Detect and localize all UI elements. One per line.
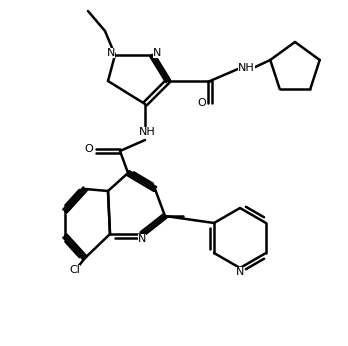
Text: N: N [138, 234, 146, 244]
Text: O: O [198, 98, 206, 108]
Text: O: O [85, 144, 93, 154]
Text: Cl: Cl [70, 265, 80, 275]
Text: NH: NH [238, 63, 255, 73]
Text: N: N [153, 48, 161, 58]
Text: N: N [107, 48, 115, 58]
Text: NH: NH [139, 127, 155, 137]
Text: N: N [236, 267, 244, 277]
